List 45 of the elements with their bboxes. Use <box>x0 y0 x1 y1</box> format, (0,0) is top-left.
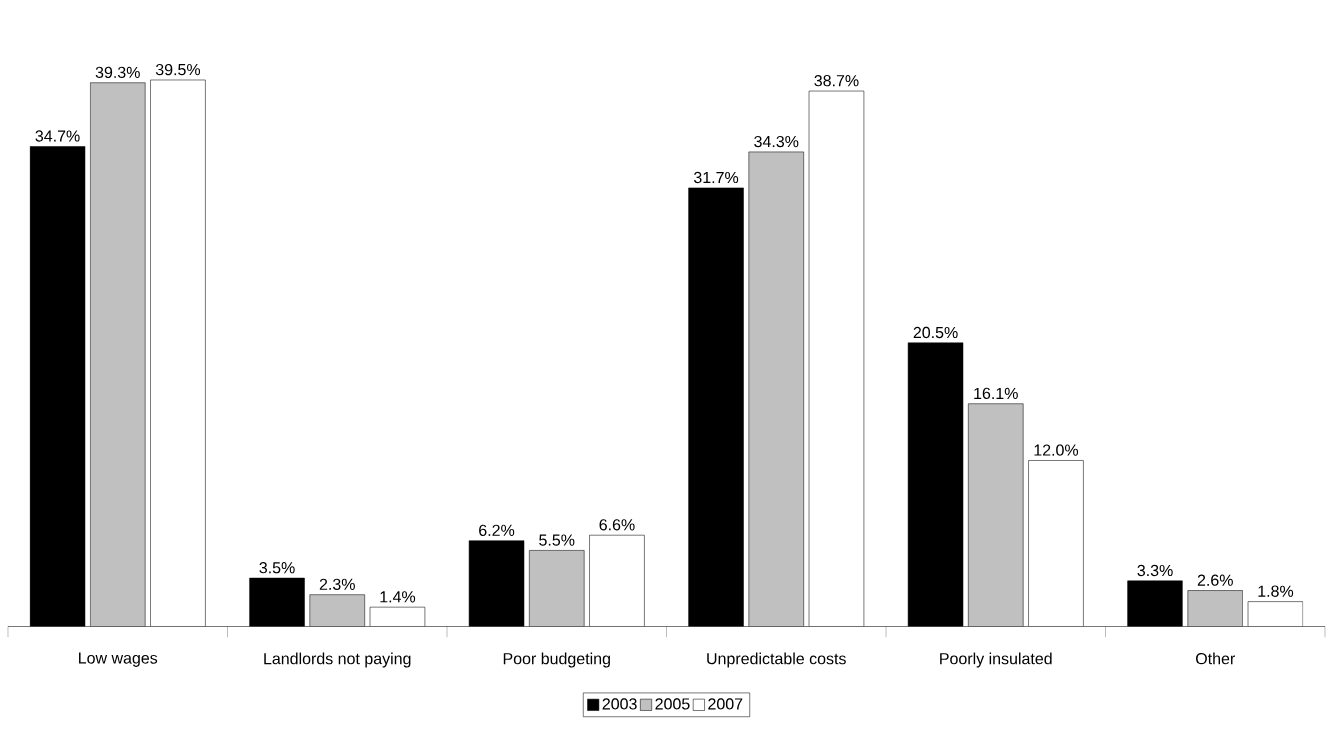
data-label: 20.5% <box>913 326 958 338</box>
x-tick-label: Other <box>1196 652 1235 665</box>
data-label: 3.3% <box>1137 564 1173 576</box>
bar <box>90 82 146 627</box>
bar <box>468 540 525 627</box>
data-label: 6.2% <box>479 524 515 536</box>
data-label: 38.7% <box>814 74 859 87</box>
data-label: 2.3% <box>319 578 355 590</box>
bar <box>808 90 865 627</box>
data-label: 34.7% <box>35 130 80 142</box>
data-label: 34.3% <box>754 135 799 147</box>
bar <box>907 342 964 627</box>
data-label: 39.5% <box>155 63 201 76</box>
data-label: 1.4% <box>380 591 416 603</box>
bar <box>1247 601 1304 627</box>
bar <box>1187 590 1243 627</box>
x-tick-label: Low wages <box>79 652 158 667</box>
data-label: 1.8% <box>1258 585 1294 597</box>
data-label: 39.3% <box>95 66 140 78</box>
bar <box>968 403 1024 627</box>
bar <box>1127 580 1183 627</box>
bar <box>29 145 86 627</box>
data-label: 31.7% <box>693 171 739 183</box>
bar <box>529 549 585 627</box>
bar <box>249 577 305 627</box>
data-label: 2.6% <box>1197 574 1233 586</box>
x-tick-label: Poor budgeting <box>503 652 610 668</box>
bar <box>1028 459 1084 627</box>
data-label: 16.1% <box>974 387 1018 399</box>
legend-label: 2005 <box>655 698 690 710</box>
legend-label: 2003 <box>602 698 637 710</box>
data-label: 5.5% <box>539 534 575 546</box>
data-label: 6.6% <box>599 518 635 531</box>
data-label: 12.0% <box>1034 444 1079 456</box>
bar <box>589 534 645 627</box>
bar <box>688 187 744 627</box>
bar <box>309 594 365 627</box>
x-tick-label: Unpredictable costs <box>707 652 846 668</box>
data-label: 3.5% <box>259 561 295 574</box>
bar <box>369 606 426 627</box>
bar <box>748 151 804 627</box>
x-tick-label: Landlords not paying <box>264 652 411 668</box>
x-tick-label: Poorly insulated <box>940 652 1052 668</box>
legend-label: 2007 <box>708 698 743 710</box>
bar <box>150 79 206 627</box>
